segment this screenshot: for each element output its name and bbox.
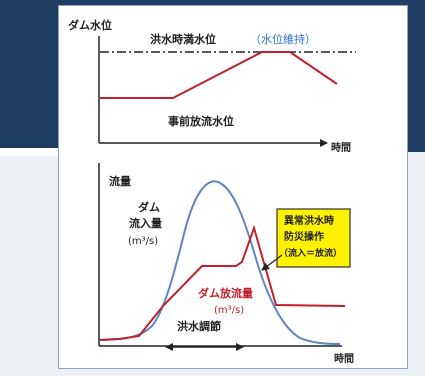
callout-line-2: 防災操作 bbox=[284, 230, 324, 243]
outflow-unit: (m³/s) bbox=[214, 305, 244, 316]
level-axis-label: ダム水位 bbox=[68, 18, 112, 32]
pre-release-level-label: 事前放流水位 bbox=[168, 114, 234, 128]
inflow-label-dam: ダム bbox=[138, 200, 160, 214]
flow-axis-label: 流量 bbox=[109, 174, 131, 188]
water-level-line bbox=[100, 51, 338, 99]
inflow-curve bbox=[99, 180, 341, 345]
outflow-label: ダム放流量 bbox=[198, 286, 253, 300]
flood-level-label: 洪水時満水位 bbox=[150, 32, 216, 46]
white-stripe bbox=[0, 148, 110, 156]
emergency-operation-callout bbox=[276, 208, 351, 268]
callout-line-3: （流入＝放流） bbox=[279, 247, 342, 259]
inflow-label: 流入量 bbox=[129, 216, 162, 230]
flow-time-label: 時間 bbox=[334, 352, 354, 365]
diagram-card bbox=[58, 5, 408, 369]
maintain-level-label: （水位維持） bbox=[250, 32, 316, 46]
callout-pointer-arrow bbox=[261, 254, 283, 271]
flood-control-label: 洪水調節 bbox=[177, 319, 221, 333]
inflow-unit: (m³/s) bbox=[128, 236, 158, 247]
callout-line-1: 異常洪水時 bbox=[284, 214, 334, 227]
level-time-label: 時間 bbox=[331, 141, 351, 154]
